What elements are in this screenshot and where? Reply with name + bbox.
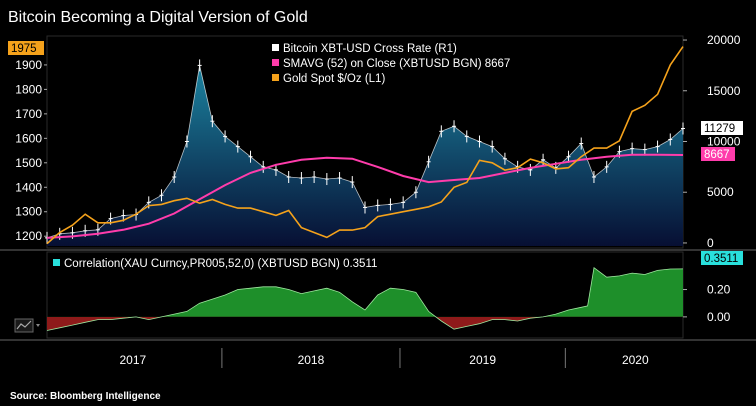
left-tick-label: 1500 [15, 156, 42, 170]
legend-smavg: SMAVG (52) on Close (XBTUSD BGN) 8667 [283, 58, 510, 70]
legend-bitcoin: Bitcoin XBT-USD Cross Rate (R1) [283, 43, 457, 55]
bitcoin-area-fill [47, 65, 683, 247]
right-tick-label: 20000 [707, 33, 741, 47]
correlation-line [46, 266, 684, 331]
legend-swatch-bitcoin [272, 44, 279, 51]
left-tick-label: 1700 [15, 107, 42, 121]
left-tick-label: 1900 [15, 58, 42, 72]
left-tick-label: 1400 [15, 180, 42, 194]
right-tick-label: 15000 [707, 84, 741, 98]
left-tick-label: 1600 [15, 131, 42, 145]
bitcoin-line [46, 65, 684, 239]
corr-tick-label: 0.20 [707, 283, 731, 297]
correlation-positive [161, 267, 683, 317]
gold-value-tag: 1975 [11, 43, 37, 55]
corr-value-tag: 0.3511 [704, 253, 738, 265]
legend-gold: Gold Spot $/Oz (L1) [283, 73, 385, 85]
year-label: 2019 [469, 353, 496, 367]
corr-tick-label: 0.00 [707, 310, 731, 324]
legend-swatch-smavg [272, 59, 279, 66]
year-label: 2020 [622, 353, 649, 367]
right-tick-label: 0 [707, 236, 714, 250]
left-tick-label: 1300 [15, 205, 42, 219]
left-tick-label: 1200 [15, 229, 42, 243]
year-label: 2018 [298, 353, 325, 367]
chart-toggle-icon[interactable] [14, 318, 40, 333]
btc-value-tag: 11279 [704, 123, 735, 135]
gold-line [46, 46, 684, 245]
source-note: Source: Bloomberg Intelligence [10, 391, 161, 402]
correlation-negative [47, 316, 683, 331]
chart-title: Bitcoin Becoming a Digital Version of Go… [8, 9, 308, 26]
bitcoin-area [47, 65, 683, 247]
legend: Bitcoin XBT-USD Cross Rate (R1) SMAVG (5… [266, 39, 536, 87]
right-tick-label: 10000 [707, 134, 741, 148]
year-label: 2017 [120, 353, 147, 367]
main-series [45, 46, 685, 245]
right-tick-label: 5000 [707, 185, 734, 199]
sma-value-tag-bg [701, 147, 735, 161]
corr-legend: Correlation(XAU Curncy,PR005,52,0) (XBTU… [64, 258, 377, 270]
correlation-area [46, 266, 684, 331]
axes: 1200 1300 1400 1500 1600 1700 1800 1900 0 5000 100… [15, 33, 741, 368]
gold-value-tag-bg [8, 41, 44, 55]
sma-value-tag: 8667 [704, 149, 730, 161]
legend-background [266, 39, 536, 87]
corr-value-tag-bg [701, 251, 743, 265]
corr-legend-swatch [53, 259, 60, 266]
btc-value-tag-bg [701, 121, 743, 135]
legend-swatch-gold [272, 74, 279, 81]
left-tick-label: 1800 [15, 82, 42, 96]
